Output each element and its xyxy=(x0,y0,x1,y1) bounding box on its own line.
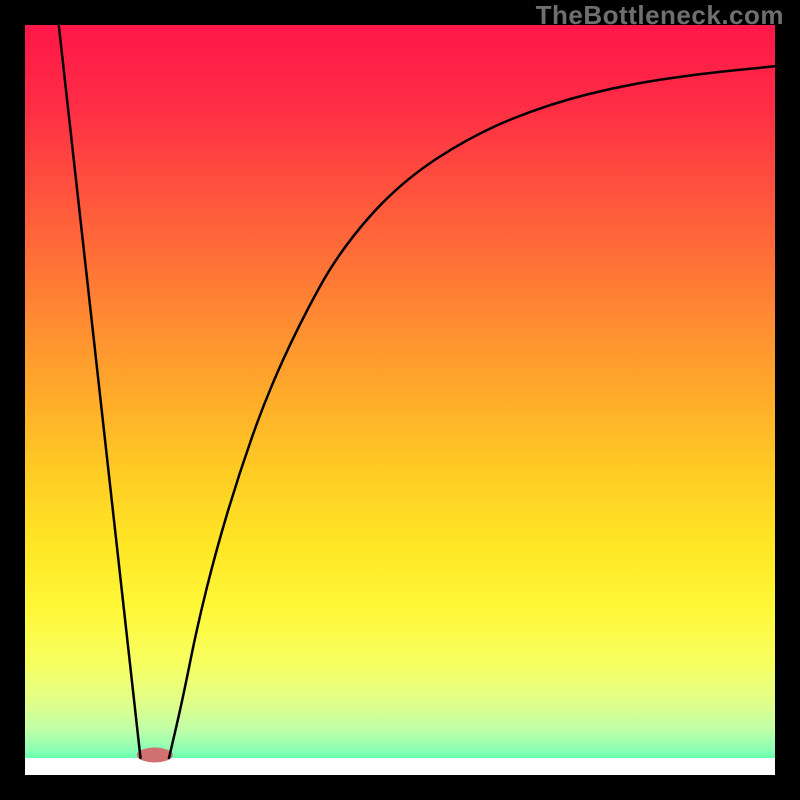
plot-background xyxy=(25,25,775,775)
bottleneck-chart xyxy=(0,0,800,800)
plot-bottom-gap xyxy=(25,758,775,775)
valley-marker xyxy=(137,748,173,763)
watermark-text: TheBottleneck.com xyxy=(536,0,784,31)
chart-container: TheBottleneck.com xyxy=(0,0,800,800)
